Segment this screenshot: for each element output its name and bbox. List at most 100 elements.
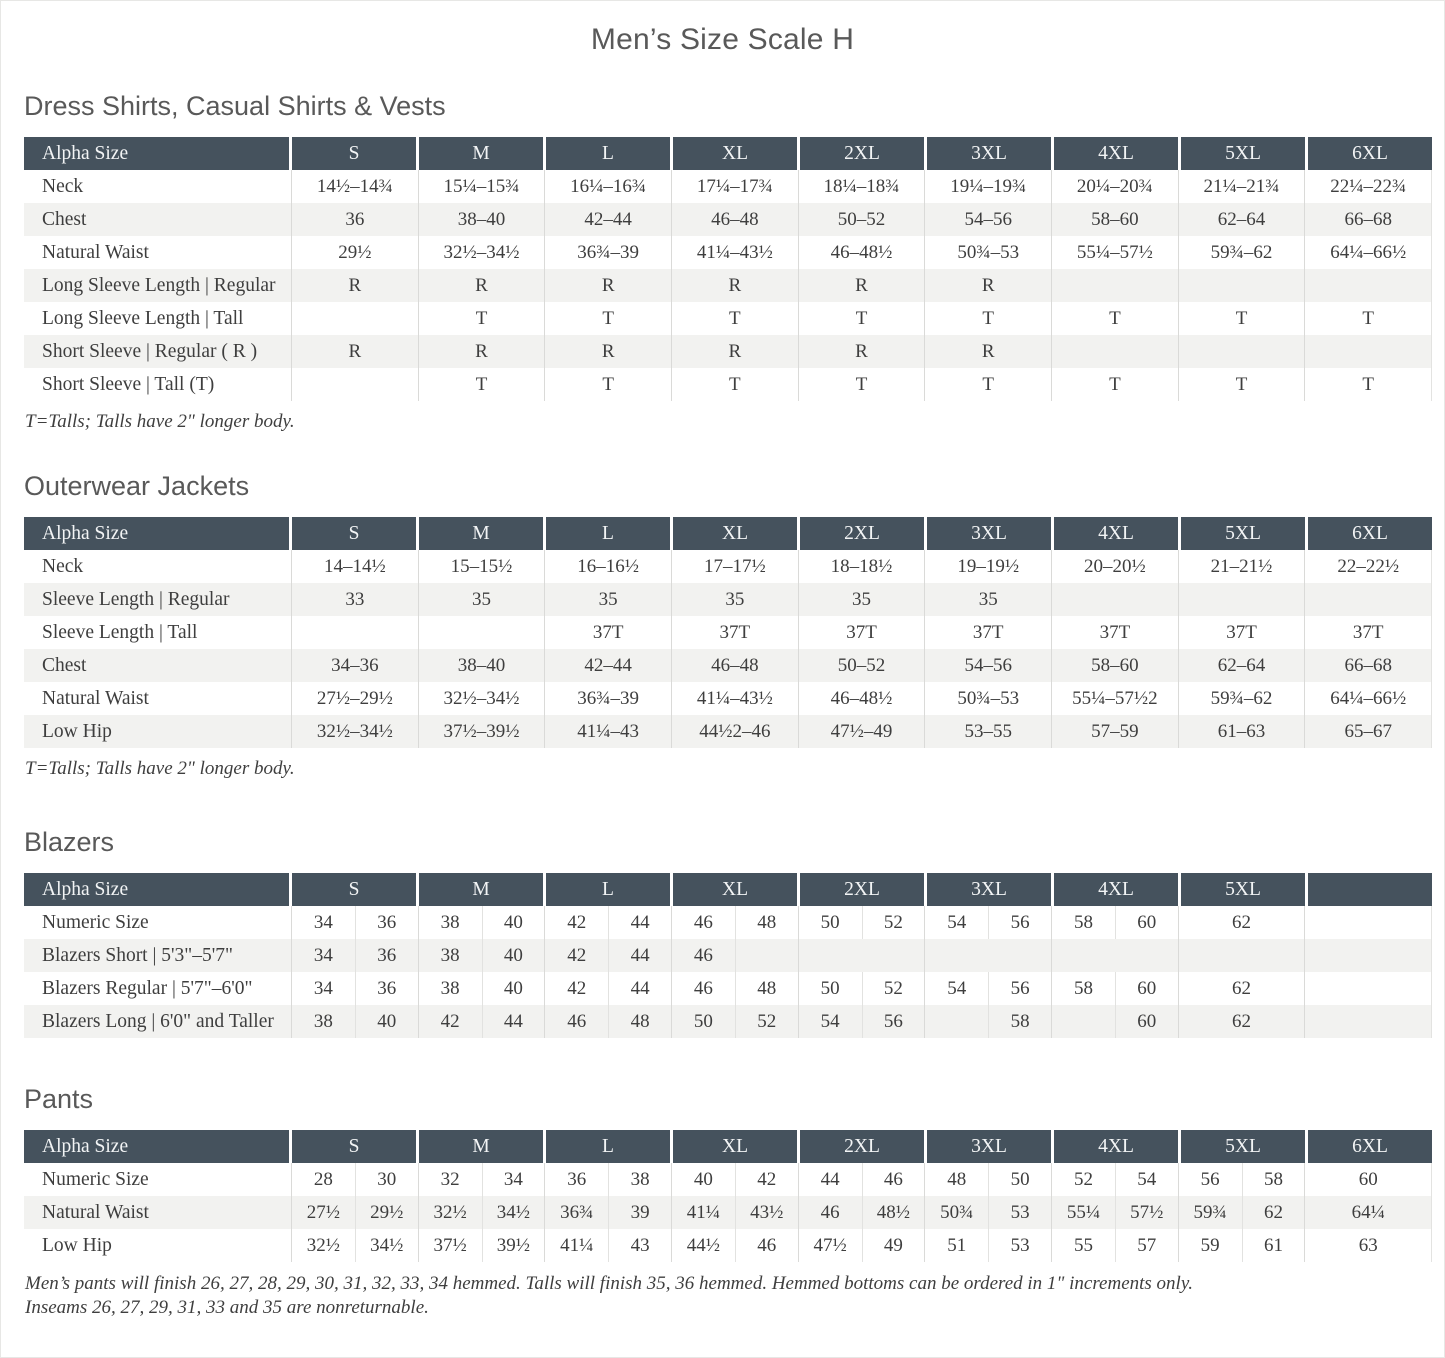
size-cell [1052, 583, 1179, 616]
size-cell: 62–64 [1179, 203, 1306, 236]
size-cell: 50 52 [672, 1005, 799, 1038]
size-value: 50 [693, 1011, 713, 1032]
table-row: Neck 14–14½ 15–15½ 16–16½ 17–17½ 18–18½ 19–19½… [24, 550, 1433, 583]
table-row: Sleeve Length | Tall 37T 37T 37T 37T 37T 37T 37… [24, 616, 1433, 649]
row-label: Sleeve Length | Regular [24, 583, 292, 616]
table-row: Numeric Size 28 30 32 34 36 38 40 42 44 46 48 50 52 54… [24, 1163, 1433, 1196]
size-value: 62 [1232, 912, 1252, 933]
size-value: 59¾ [1193, 1202, 1227, 1223]
size-value: 52 [861, 906, 925, 939]
size-value: 34½ [354, 1229, 418, 1262]
size-value: 53 [988, 1229, 1051, 1262]
size-cell [419, 616, 546, 649]
col-header: 5XL [1181, 1130, 1308, 1163]
size-value: 46 [693, 912, 713, 933]
col-header: 2XL [800, 137, 927, 170]
size-cell: 66–68 [1305, 649, 1433, 682]
page-title: Men’s Size Scale H [590, 23, 855, 56]
size-cell: T [1305, 368, 1433, 401]
size-cell [925, 939, 1053, 972]
size-value: 42 [567, 912, 587, 933]
size-value [1179, 939, 1305, 972]
size-value: 57½ [1114, 1196, 1178, 1229]
size-value: 52 [734, 1005, 798, 1038]
table-row: Natural Waist 27½–29½ 32½–34½ 36¾–39 41¼–43½… [24, 682, 1433, 715]
row-label: Low Hip [24, 715, 292, 748]
size-value: 27½ [306, 1202, 341, 1223]
size-value: 49 [861, 1229, 925, 1262]
size-value: 40 [481, 906, 545, 939]
col-header: L [546, 1130, 673, 1163]
col-header: M [419, 137, 546, 170]
size-cell: 59¾–62 [1179, 236, 1306, 269]
size-cell: 55¼–57½ [1052, 236, 1179, 269]
size-value: 38 [440, 945, 460, 966]
size-cell: T [799, 302, 926, 335]
size-cell [1179, 269, 1306, 302]
table-row: Short Sleeve | Regular ( R ) R R R R R R [24, 335, 1433, 368]
col-header: S [292, 873, 419, 906]
row-label: Low Hip [24, 1229, 292, 1262]
size-cell: R [925, 335, 1053, 368]
size-cell: 20¼–20¾ [1052, 170, 1179, 203]
table-row: Long Sleeve Length | Tall T T T T T T T T [24, 302, 1433, 335]
col-header: XL [673, 1130, 800, 1163]
size-cell [292, 616, 419, 649]
size-cell: 44 46 [799, 1163, 926, 1196]
table-row: Low Hip 32½ 34½ 37½ 39½ 41¼ 43 44½ 46 47½ 49 51 53 55… [24, 1229, 1433, 1262]
pants-footnote: Men’s pants will finish 26, 27, 28, 29, … [25, 1272, 1444, 1320]
size-value: 54 [947, 912, 967, 933]
size-cell: 58 [925, 1005, 1053, 1038]
size-value: 34 [313, 945, 333, 966]
size-cell: 37T [799, 616, 926, 649]
size-cell: 38–40 [419, 649, 546, 682]
size-cell: 64¼ [1305, 1196, 1433, 1229]
size-cell: 46 [672, 939, 799, 972]
row-label: Neck [24, 550, 292, 583]
size-value: 43 [608, 1229, 671, 1262]
size-cell: 46–48 [672, 649, 799, 682]
section-heading-outerwear: Outerwear Jackets [24, 471, 250, 501]
size-cell: 37½–39½ [419, 715, 546, 748]
size-value: 38 [440, 912, 460, 933]
size-cell [1052, 335, 1179, 368]
size-cell: 42–44 [545, 203, 673, 236]
size-cell: T [672, 302, 799, 335]
size-value: 63 [1358, 1235, 1378, 1256]
size-value: 44 [608, 906, 671, 939]
size-value: 40 [481, 939, 545, 972]
size-cell: 55 57 [1052, 1229, 1179, 1262]
size-cell: 50¾–53 [925, 236, 1053, 269]
size-cell: 50¾ 53 [925, 1196, 1053, 1229]
size-cell: 46 48 [545, 1005, 673, 1038]
size-cell: T [1052, 368, 1179, 401]
size-cell: 62 [1179, 1005, 1306, 1038]
size-value: 54 [1114, 1163, 1178, 1196]
size-cell: 66–68 [1305, 203, 1433, 236]
size-cell: T [545, 368, 673, 401]
size-cell: 38–40 [419, 203, 546, 236]
size-cell: 32½–34½ [419, 682, 546, 715]
row-label: Natural Waist [24, 1196, 292, 1229]
row-label: Short Sleeve | Regular ( R ) [24, 335, 292, 368]
size-cell: 35 [799, 583, 926, 616]
size-cell: 62 [1179, 972, 1306, 1005]
size-cell: 59 61 [1179, 1229, 1306, 1262]
size-cell: 18¼–18¾ [799, 170, 926, 203]
size-value: 46 [820, 1202, 840, 1223]
size-value: 44 [608, 939, 671, 972]
size-cell [1052, 269, 1179, 302]
size-cell: 32½ 34½ [419, 1196, 546, 1229]
size-value: 50 [988, 1163, 1051, 1196]
row-label: Long Sleeve Length | Regular [24, 269, 292, 302]
col-header-label: Alpha Size [24, 1130, 292, 1163]
size-value: 42 [440, 1011, 460, 1032]
size-cell: 37½ 39½ [419, 1229, 546, 1262]
col-header: XL [673, 873, 800, 906]
size-value: 54 [820, 1011, 840, 1032]
size-cell: T [1179, 368, 1306, 401]
size-value: 32½ [433, 1202, 467, 1223]
col-header: XL [673, 517, 800, 550]
table-row: Long Sleeve Length | Regular R R R R R R [24, 269, 1433, 302]
table-row: Natural Waist 27½ 29½ 32½ 34½ 36¾ 39 41¼ 43½ 46 48… [24, 1196, 1433, 1229]
